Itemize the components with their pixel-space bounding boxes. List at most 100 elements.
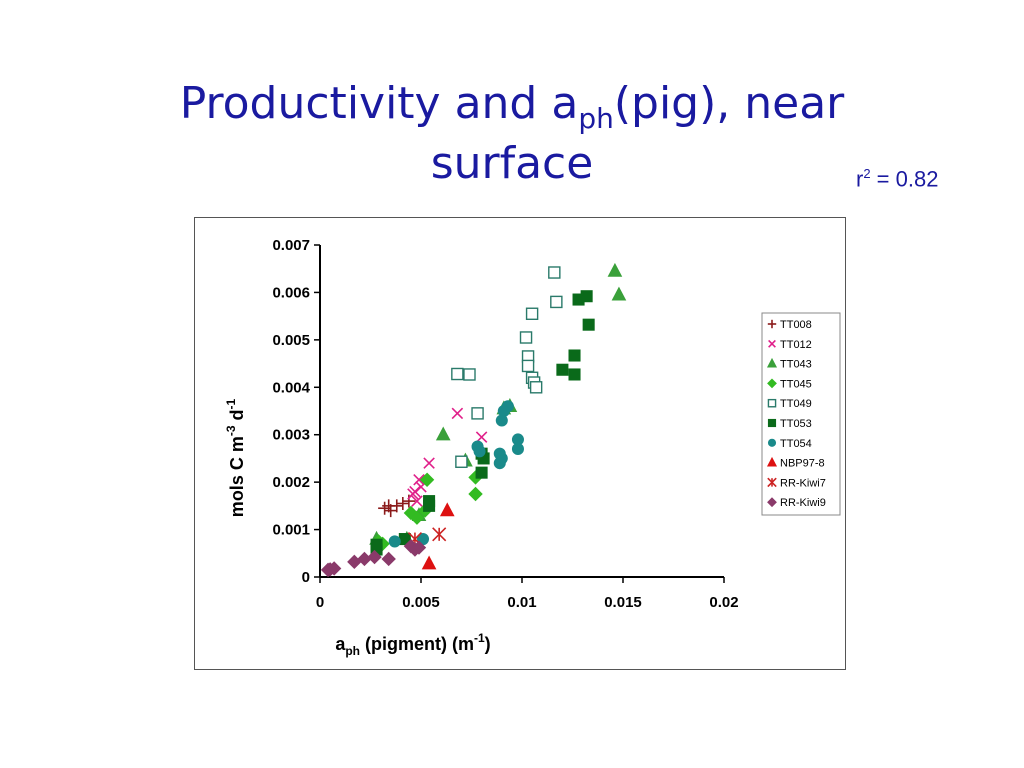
- r-squared-note: r2 = 0.82: [856, 166, 938, 192]
- title-line-2: surface: [430, 138, 594, 189]
- legend-label: TT045: [780, 378, 812, 390]
- series-tt008: [378, 494, 416, 518]
- data-point: [411, 495, 423, 507]
- legend-marker: [768, 339, 776, 348]
- data-point: [439, 502, 455, 517]
- y-tick-label: 0.004: [272, 379, 310, 396]
- data-point: [468, 486, 483, 502]
- r2-value: = 0.82: [870, 166, 939, 192]
- data-point: [435, 426, 451, 441]
- y-tick-label: 0.007: [272, 237, 310, 254]
- x-title-rest: (pigment) (m: [360, 634, 474, 654]
- legend-item: TT049: [767, 398, 812, 410]
- data-point: [357, 551, 372, 567]
- legend-marker: [766, 357, 778, 368]
- data-point: [493, 457, 506, 470]
- series-tt053: [370, 290, 595, 556]
- legend-item: TT043: [766, 357, 812, 371]
- data-point: [471, 407, 484, 420]
- legend-item: TT053: [767, 418, 812, 430]
- series-tt049: [451, 266, 563, 468]
- y-title-sup1: -3: [224, 425, 238, 436]
- data-point: [521, 359, 535, 373]
- title-line-1: Productivity and aph(pig), near: [112, 74, 912, 134]
- chart-frame: 0 0.001 0.002 0.003 0.004 0.005 0.006 0.007 0 0.0…: [194, 217, 846, 670]
- data-point: [550, 295, 563, 309]
- data-points: [320, 262, 627, 578]
- x-tick-label: 0.015: [604, 594, 642, 611]
- data-point: [411, 540, 427, 555]
- legend-marker: [767, 418, 777, 428]
- title-subscript: ph: [578, 101, 614, 135]
- legend-marker: [767, 319, 777, 329]
- title-main: Productivity and a: [179, 78, 579, 129]
- data-point: [388, 535, 401, 548]
- y-tick-label: 0.003: [272, 427, 310, 444]
- series-nbp97-8: [421, 502, 455, 570]
- data-point: [322, 562, 338, 577]
- data-point: [568, 349, 581, 362]
- legend-item: RR-Kiwi9: [767, 497, 826, 509]
- legend-label: RR-Kiwi7: [780, 477, 826, 489]
- x-title-sup: -1: [474, 631, 485, 645]
- x-title-sub: ph: [345, 644, 360, 658]
- data-point: [495, 414, 508, 427]
- data-point: [580, 290, 593, 303]
- x-tick-label: 0.01: [507, 594, 536, 611]
- data-point: [568, 368, 581, 381]
- legend-marker: [767, 378, 777, 389]
- data-point: [367, 549, 382, 565]
- data-point: [347, 554, 362, 570]
- legend-item: NBP97-8: [766, 456, 825, 470]
- y-tick-label: 0.006: [272, 284, 310, 301]
- legend-item: TT012: [768, 339, 812, 351]
- data-point: [607, 262, 623, 277]
- legend-label: TT008: [780, 319, 812, 331]
- legend-label: TT049: [780, 398, 812, 410]
- data-point: [556, 363, 569, 376]
- r2-superscript: 2: [863, 166, 871, 181]
- legend-label: RR-Kiwi9: [780, 497, 826, 509]
- data-point: [451, 367, 464, 381]
- data-point: [473, 445, 486, 458]
- data-point: [421, 555, 437, 570]
- legend-label: TT043: [780, 359, 812, 371]
- data-point: [455, 455, 468, 468]
- x-axis-title: aph (pigment) (m-1): [335, 631, 490, 658]
- legend: TT008 TT012 TT043 TT045 TT049 TT053 TT054 NBP97…: [761, 312, 841, 516]
- marker-stroke: [423, 457, 435, 469]
- data-point: [475, 431, 488, 443]
- marker-stroke: [475, 431, 488, 443]
- data-point: [413, 474, 425, 486]
- legend-item: TT008: [767, 319, 812, 331]
- data-point: [381, 551, 396, 567]
- series-rr-kiwi9: [320, 538, 427, 578]
- legend-marker: [766, 456, 778, 467]
- legend-label: TT053: [780, 418, 812, 430]
- x-tick-label: 0.02: [709, 594, 738, 611]
- x-title-main: a: [335, 634, 346, 654]
- title-rest: (pig), near: [613, 78, 845, 129]
- data-point: [519, 331, 533, 344]
- data-point: [529, 381, 543, 394]
- data-point: [419, 472, 435, 487]
- marker-stroke: [451, 407, 464, 420]
- y-title-main: mols C m: [227, 436, 247, 517]
- legend-marker: [767, 477, 777, 488]
- marker-stroke: [768, 339, 776, 348]
- data-point: [511, 442, 524, 455]
- y-tick-label: 0.001: [272, 522, 310, 539]
- y-tick-label: 0.005: [272, 332, 310, 349]
- data-point: [451, 407, 464, 420]
- x-title-end: ): [485, 634, 491, 654]
- data-point: [423, 457, 435, 469]
- slide-title: Productivity and aph(pig), near surface: [112, 74, 912, 194]
- scatter-chart: 0 0.001 0.002 0.003 0.004 0.005 0.006 0.007 0 0.0…: [224, 237, 841, 658]
- data-point: [409, 510, 425, 525]
- legend-item: RR-Kiwi7: [767, 477, 826, 489]
- legend-marker: [767, 438, 777, 447]
- y-tick-label: 0: [302, 569, 310, 586]
- legend-marker: [767, 398, 777, 408]
- data-point: [432, 527, 447, 542]
- data-point: [463, 368, 476, 381]
